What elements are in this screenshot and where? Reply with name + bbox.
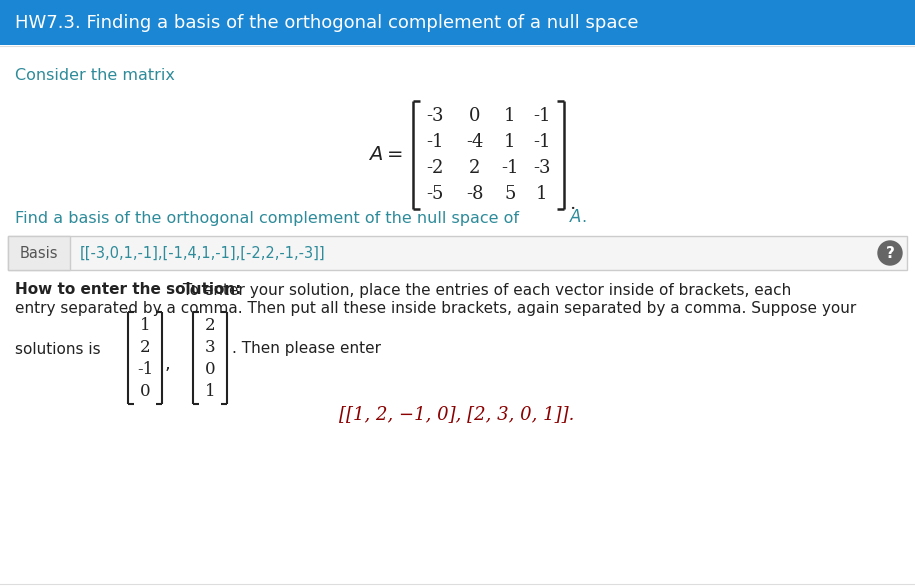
Text: -3: -3 [533, 159, 551, 177]
Text: -5: -5 [426, 185, 444, 203]
Text: 0: 0 [469, 107, 480, 125]
Text: How to enter the solution:: How to enter the solution: [15, 282, 242, 298]
Text: 3: 3 [205, 339, 215, 356]
Text: 0: 0 [205, 360, 215, 377]
Text: HW7.3. Finding a basis of the orthogonal complement of a null space: HW7.3. Finding a basis of the orthogonal… [15, 14, 639, 32]
Text: 2: 2 [469, 159, 480, 177]
Text: ?: ? [886, 246, 895, 261]
Text: 1: 1 [205, 383, 215, 400]
Text: 1: 1 [504, 133, 516, 151]
FancyBboxPatch shape [8, 236, 907, 270]
Circle shape [878, 241, 902, 265]
Text: .: . [581, 210, 587, 226]
Text: [[-3,0,1,-1],[-1,4,1,-1],[-2,2,-1,-3]]: [[-3,0,1,-1],[-1,4,1,-1],[-2,2,-1,-3]] [80, 246, 326, 261]
Text: $\mathit{A}$: $\mathit{A}$ [569, 210, 582, 227]
Text: -1: -1 [533, 107, 551, 125]
Text: To enter your solution, place the entries of each vector inside of brackets, eac: To enter your solution, place the entrie… [178, 282, 791, 298]
Text: 2: 2 [140, 339, 150, 356]
Text: -1: -1 [533, 133, 551, 151]
Text: Consider the matrix: Consider the matrix [15, 69, 175, 83]
Text: entry separated by a comma. Then put all these inside brackets, again separated : entry separated by a comma. Then put all… [15, 301, 856, 315]
Text: 0: 0 [140, 383, 150, 400]
Text: -3: -3 [426, 107, 444, 125]
Text: -4: -4 [467, 133, 484, 151]
Text: . Then please enter: . Then please enter [232, 342, 381, 356]
Text: -1: -1 [137, 360, 153, 377]
FancyBboxPatch shape [8, 236, 70, 270]
Text: solutions is: solutions is [15, 342, 101, 356]
Text: -2: -2 [426, 159, 444, 177]
Text: 5: 5 [504, 185, 516, 203]
Text: 1: 1 [536, 185, 548, 203]
Text: 2: 2 [205, 316, 215, 333]
Text: -1: -1 [426, 133, 444, 151]
Text: 1: 1 [140, 316, 150, 333]
Text: -8: -8 [467, 185, 484, 203]
FancyBboxPatch shape [0, 0, 915, 45]
Text: ,: , [164, 355, 170, 373]
Text: Basis: Basis [20, 246, 59, 261]
Text: 1: 1 [504, 107, 516, 125]
Text: .: . [569, 195, 576, 213]
Text: [[1, 2, −1, 0], [2, 3, 0, 1]].: [[1, 2, −1, 0], [2, 3, 0, 1]]. [339, 405, 575, 423]
Text: $A=$: $A=$ [369, 146, 403, 164]
Text: -1: -1 [501, 159, 519, 177]
Text: Find a basis of the orthogonal complement of the null space of: Find a basis of the orthogonal complemen… [15, 210, 524, 226]
